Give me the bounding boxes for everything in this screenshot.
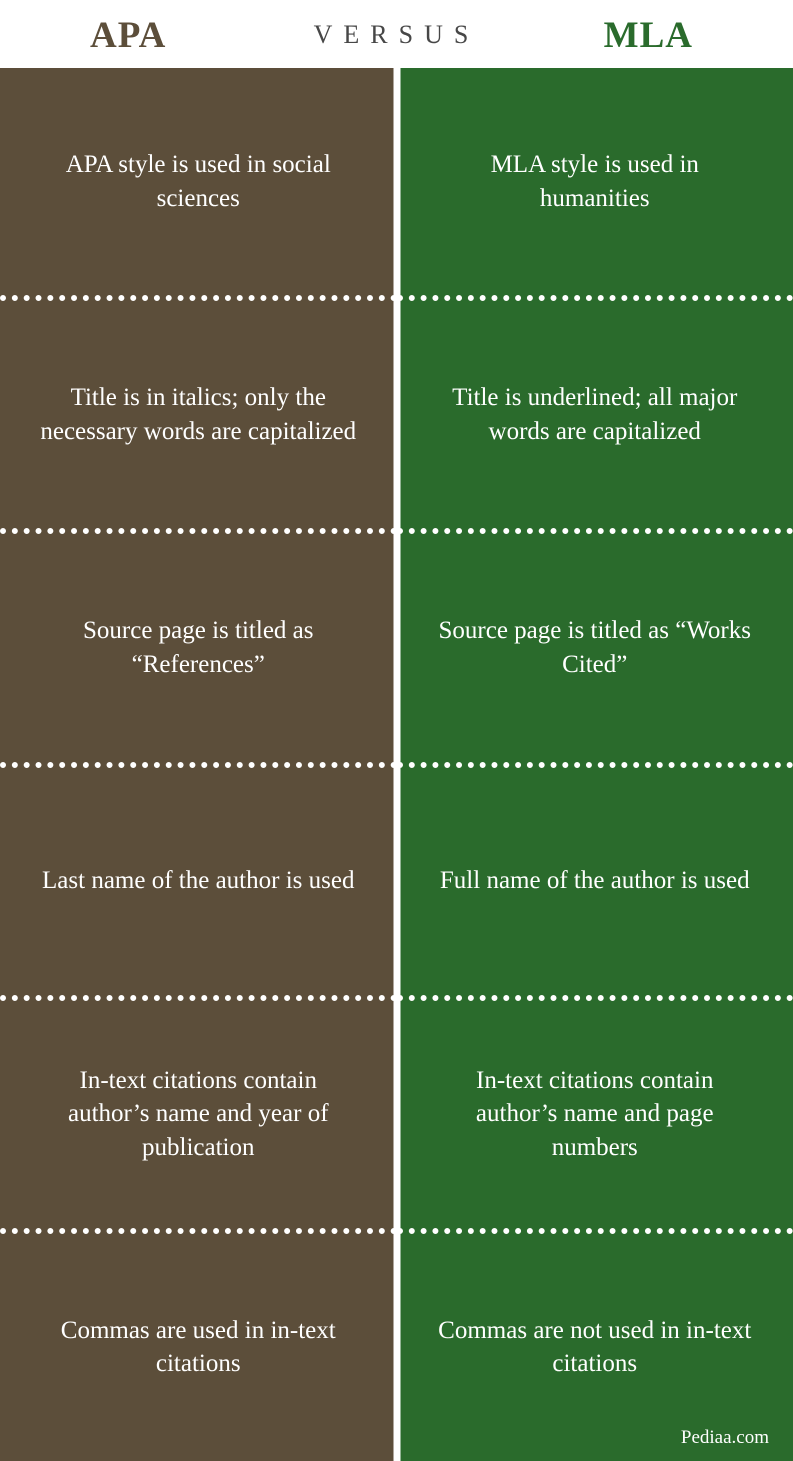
comparison-cell-right-3: Full name of the author is used: [397, 768, 793, 1001]
header-versus-label: VERSUS: [314, 20, 480, 50]
comparison-cell-left-2: Source page is titled as “References”: [0, 534, 397, 767]
comparison-cell-right-1: Title is underlined; all major words are…: [397, 301, 793, 534]
header-left-title: APA: [90, 14, 166, 57]
comparison-cell-left-5: Commas are used in in-text citations: [0, 1234, 397, 1461]
comparison-cell-right-4: In-text citations contain author’s name …: [397, 1001, 793, 1234]
comparison-cell-right-0: MLA style is used in humanities: [397, 68, 793, 301]
footer-credit: Pediaa.com: [681, 1427, 769, 1449]
comparison-body: APA style is used in social sciencesTitl…: [0, 68, 793, 1461]
comparison-cell-left-0: APA style is used in social sciences: [0, 68, 397, 301]
comparison-cell-left-4: In-text citations contain author’s name …: [0, 1001, 397, 1234]
infographic-container: APA VERSUS MLA APA style is used in soci…: [0, 0, 793, 1461]
comparison-cell-left-1: Title is in italics; only the necessary …: [0, 301, 397, 534]
column-divider: [393, 68, 400, 1461]
comparison-cell-left-3: Last name of the author is used: [0, 768, 397, 1001]
header-right-title: MLA: [604, 14, 693, 57]
column-right: MLA style is used in humanitiesTitle is …: [397, 68, 793, 1461]
column-left: APA style is used in social sciencesTitl…: [0, 68, 397, 1461]
header: APA VERSUS MLA: [0, 0, 793, 68]
comparison-cell-right-2: Source page is titled as “Works Cited”: [397, 534, 793, 767]
